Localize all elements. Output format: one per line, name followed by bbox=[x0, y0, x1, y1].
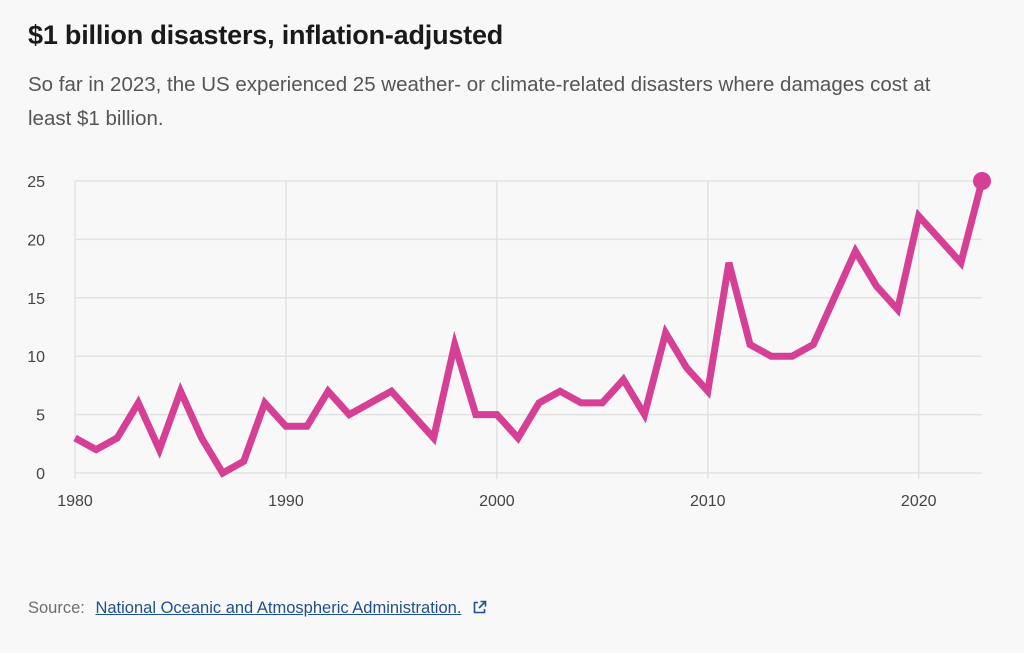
x-tick-label: 1980 bbox=[57, 493, 93, 510]
y-tick-label: 10 bbox=[27, 349, 45, 366]
y-tick-label: 25 bbox=[27, 174, 45, 191]
series-line bbox=[73, 180, 986, 478]
source-label: Source: bbox=[28, 599, 85, 617]
y-tick-label: 0 bbox=[36, 466, 45, 483]
source-note: Source: National Oceanic and Atmospheric… bbox=[28, 599, 487, 620]
y-tick-label: 5 bbox=[36, 408, 45, 425]
source-link[interactable]: National Oceanic and Atmospheric Adminis… bbox=[95, 599, 462, 617]
x-tick-label: 2000 bbox=[479, 493, 515, 510]
external-link-icon[interactable] bbox=[472, 600, 487, 620]
x-tick-label: 1990 bbox=[268, 493, 304, 510]
x-tick-label: 2010 bbox=[690, 493, 726, 510]
last-value-marker bbox=[973, 172, 991, 190]
chart-subtitle: So far in 2023, the US experienced 25 we… bbox=[28, 73, 931, 130]
x-tick-label: 2020 bbox=[901, 493, 937, 510]
line-chart: 0 5 10 15 20 25 1980 1990 2000 2010 2020 bbox=[27, 172, 991, 510]
chart-title: $1 billion disasters, inflation-adjusted bbox=[28, 20, 504, 50]
y-tick-label: 20 bbox=[27, 232, 45, 249]
y-tick-label: 15 bbox=[27, 291, 45, 308]
